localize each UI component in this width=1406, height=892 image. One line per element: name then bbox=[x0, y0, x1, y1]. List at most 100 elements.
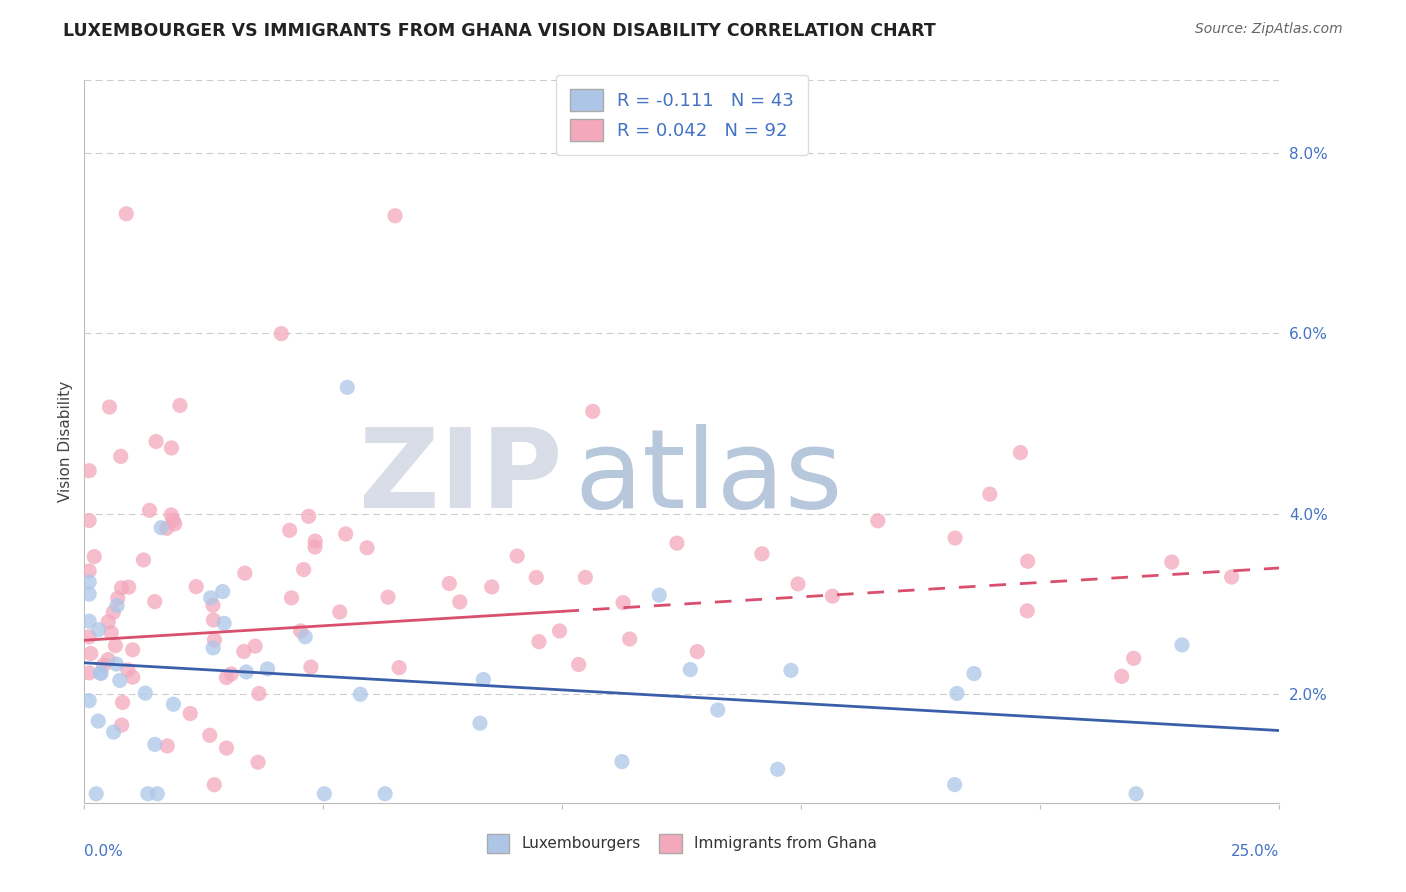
Point bbox=[93, 658, 115, 673]
Point bbox=[472, 673, 495, 687]
Point bbox=[384, 209, 406, 223]
Point bbox=[202, 613, 225, 627]
Point bbox=[946, 686, 969, 700]
Point bbox=[163, 516, 186, 531]
Point bbox=[156, 739, 179, 753]
Point bbox=[115, 207, 138, 221]
Point bbox=[821, 589, 844, 603]
Point bbox=[160, 441, 183, 455]
Point bbox=[146, 787, 169, 801]
Point bbox=[356, 541, 378, 555]
Point bbox=[866, 514, 889, 528]
Point bbox=[105, 657, 128, 671]
Point bbox=[77, 693, 100, 707]
Point bbox=[582, 404, 605, 418]
Point bbox=[707, 703, 730, 717]
Point bbox=[221, 667, 243, 681]
Point bbox=[568, 657, 591, 672]
Legend: Luxembourgers, Immigrants from Ghana: Luxembourgers, Immigrants from Ghana bbox=[479, 826, 884, 860]
Point bbox=[111, 718, 134, 732]
Point bbox=[1125, 787, 1147, 801]
Point bbox=[270, 326, 292, 341]
Point bbox=[377, 590, 399, 604]
Point bbox=[298, 509, 321, 524]
Point bbox=[979, 487, 1001, 501]
Point bbox=[103, 725, 125, 739]
Point bbox=[329, 605, 352, 619]
Point bbox=[619, 632, 641, 646]
Point bbox=[612, 596, 634, 610]
Point bbox=[87, 623, 110, 637]
Point bbox=[201, 598, 224, 612]
Point bbox=[143, 738, 166, 752]
Point bbox=[679, 663, 702, 677]
Point bbox=[77, 665, 100, 680]
Y-axis label: Vision Disability: Vision Disability bbox=[58, 381, 73, 502]
Text: LUXEMBOURGER VS IMMIGRANTS FROM GHANA VISION DISABILITY CORRELATION CHART: LUXEMBOURGER VS IMMIGRANTS FROM GHANA VI… bbox=[63, 22, 936, 40]
Point bbox=[1017, 554, 1039, 568]
Point bbox=[299, 660, 322, 674]
Point bbox=[336, 380, 359, 394]
Point bbox=[104, 639, 127, 653]
Point bbox=[766, 762, 789, 776]
Point bbox=[84, 787, 107, 801]
Text: 25.0%: 25.0% bbox=[1232, 845, 1279, 860]
Point bbox=[77, 587, 100, 601]
Point bbox=[87, 714, 110, 728]
Point bbox=[1171, 638, 1194, 652]
Point bbox=[200, 591, 222, 605]
Point bbox=[439, 576, 461, 591]
Text: atlas: atlas bbox=[575, 425, 842, 531]
Point bbox=[648, 588, 671, 602]
Point bbox=[294, 630, 316, 644]
Point bbox=[1010, 445, 1032, 459]
Point bbox=[963, 666, 986, 681]
Point bbox=[179, 706, 201, 721]
Point bbox=[77, 514, 100, 528]
Point bbox=[247, 687, 270, 701]
Point bbox=[232, 644, 254, 658]
Point bbox=[449, 595, 471, 609]
Point bbox=[150, 521, 173, 535]
Point bbox=[97, 615, 120, 629]
Point bbox=[77, 464, 100, 478]
Point bbox=[77, 630, 100, 644]
Point bbox=[105, 599, 128, 613]
Point bbox=[686, 644, 709, 658]
Point bbox=[233, 566, 256, 581]
Point bbox=[162, 698, 184, 712]
Text: ZIP: ZIP bbox=[359, 425, 562, 531]
Point bbox=[110, 581, 132, 595]
Point bbox=[212, 616, 235, 631]
Point bbox=[527, 634, 550, 648]
Point bbox=[304, 534, 326, 549]
Point bbox=[374, 787, 396, 801]
Point bbox=[202, 778, 225, 792]
Point bbox=[314, 787, 336, 801]
Point bbox=[145, 434, 167, 449]
Point bbox=[780, 664, 803, 678]
Point bbox=[103, 605, 125, 619]
Point bbox=[574, 570, 596, 584]
Point bbox=[1122, 651, 1144, 665]
Point bbox=[665, 536, 688, 550]
Point bbox=[108, 673, 131, 688]
Point bbox=[169, 398, 191, 412]
Point bbox=[280, 591, 302, 605]
Point bbox=[388, 660, 411, 674]
Point bbox=[132, 553, 155, 567]
Point bbox=[186, 580, 208, 594]
Point bbox=[97, 652, 120, 666]
Point bbox=[468, 716, 491, 731]
Point bbox=[98, 400, 121, 414]
Point bbox=[548, 624, 571, 638]
Point bbox=[943, 531, 966, 545]
Point bbox=[202, 640, 225, 655]
Point bbox=[107, 591, 129, 606]
Point bbox=[162, 513, 184, 527]
Point bbox=[117, 663, 139, 677]
Point bbox=[77, 575, 100, 590]
Point bbox=[89, 665, 111, 680]
Point bbox=[610, 755, 633, 769]
Point bbox=[211, 584, 233, 599]
